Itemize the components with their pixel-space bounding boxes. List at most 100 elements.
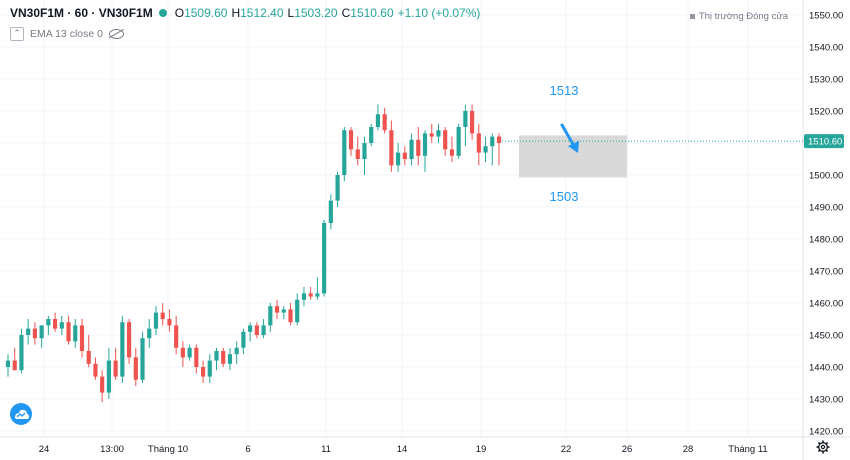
- time-tick-label: Tháng 11: [728, 444, 767, 455]
- last-price-tag: [804, 134, 844, 149]
- candle-body: [160, 312, 165, 319]
- low-label: L: [287, 6, 295, 20]
- candle: [79, 319, 85, 358]
- candle: [274, 299, 280, 319]
- time-tick-label: 26: [622, 444, 633, 455]
- candle-body: [113, 360, 118, 377]
- target-bottom-label: 1503: [550, 189, 579, 204]
- candle-body: [120, 322, 125, 377]
- chevron-icon[interactable]: ⌃: [10, 27, 24, 41]
- indicator-label: EMA 13 close 0: [30, 28, 103, 40]
- market-status: Thị trường Đóng cửa: [690, 11, 788, 22]
- tradingview-logo-icon[interactable]: [10, 403, 32, 425]
- price-tick-label: 1480.00: [809, 235, 843, 246]
- candle-body: [483, 146, 488, 153]
- gear-icon[interactable]: [816, 440, 830, 454]
- candle: [422, 130, 428, 172]
- indicator-legend[interactable]: ⌃ EMA 13 close 0: [10, 27, 124, 41]
- candle: [443, 127, 448, 156]
- candle-body: [402, 152, 407, 159]
- price-tick-label: 1500.00: [809, 171, 843, 182]
- change-value: +1.10 (+0.07%): [397, 6, 481, 20]
- candle-body: [133, 357, 138, 380]
- candle-body: [73, 325, 78, 342]
- candle: [32, 322, 37, 345]
- candle-body: [59, 322, 64, 329]
- candle-body: [322, 223, 327, 294]
- candle: [456, 123, 461, 159]
- candle-body: [227, 354, 233, 364]
- candle: [160, 303, 165, 326]
- time-axis[interactable]: 24 13:00 Tháng 10 6 11 14 19 22 26 28 Tháng 11: [39, 444, 768, 455]
- candle: [234, 341, 239, 364]
- candle: [147, 319, 152, 348]
- candle-body: [52, 319, 58, 329]
- candle: [396, 143, 401, 172]
- candle: [355, 136, 360, 166]
- arrow-shaft: [560, 123, 576, 148]
- candle: [281, 306, 286, 319]
- candle: [402, 146, 407, 166]
- market-status-dot: [158, 9, 167, 17]
- price-tick-label: 1540.00: [809, 43, 843, 54]
- candles: [5, 104, 502, 403]
- candle-body: [39, 325, 44, 339]
- candle-body: [443, 130, 448, 150]
- last-price-label: 1510.60: [808, 137, 842, 148]
- candle: [295, 293, 300, 326]
- candle-body: [207, 360, 212, 377]
- candle-body: [369, 127, 374, 143]
- candle-body: [46, 319, 51, 326]
- candle-body: [456, 127, 461, 156]
- candle-body: [422, 133, 428, 156]
- candle-body: [12, 360, 17, 371]
- symbol-title[interactable]: VN30F1M · 60 · VN30F1M: [10, 6, 153, 20]
- candle-body: [342, 130, 347, 175]
- price-axis[interactable]: 1420.00 1430.00 1440.00 1450.00 1460.00 1470.…: [809, 11, 843, 438]
- candle-body: [106, 360, 111, 393]
- price-tick-label: 1520.00: [809, 107, 843, 118]
- candle: [39, 325, 44, 348]
- down-arrow-icon: [560, 123, 579, 153]
- candle-body: [200, 367, 206, 377]
- candle: [100, 370, 105, 403]
- candle-body: [396, 152, 401, 166]
- price-tick-label: 1490.00: [809, 203, 843, 214]
- candle: [26, 319, 31, 345]
- candle-body: [93, 363, 98, 377]
- candle: [126, 319, 132, 364]
- candle-body: [496, 136, 502, 143]
- candle: [288, 303, 293, 326]
- candle: [382, 107, 387, 134]
- candle-body: [335, 175, 340, 201]
- candle-body: [174, 325, 179, 348]
- candle-body: [194, 347, 199, 367]
- candle: [268, 303, 273, 332]
- candle: [214, 347, 219, 371]
- time-tick-label: 13:00: [100, 444, 124, 455]
- candle: [429, 123, 434, 143]
- candle: [59, 315, 64, 335]
- high-label: H: [231, 6, 241, 20]
- candle: [322, 219, 327, 297]
- candle-body: [436, 130, 441, 137]
- candle: [167, 309, 172, 332]
- candle-body: [5, 360, 11, 367]
- candle-body: [382, 114, 387, 131]
- target-top-label: 1513: [550, 83, 579, 98]
- eye-off-icon[interactable]: [108, 29, 124, 39]
- price-tick-label: 1420.00: [809, 427, 843, 438]
- price-tick-label: 1550.00: [809, 11, 843, 22]
- candle: [113, 347, 118, 380]
- candle: [133, 347, 138, 387]
- candle: [106, 347, 111, 399]
- candle: [483, 136, 488, 163]
- candle-body: [180, 347, 185, 358]
- candle-body: [214, 351, 219, 361]
- candle-body: [409, 139, 414, 159]
- price-tick-label: 1430.00: [809, 395, 843, 406]
- time-tick-label: 6: [245, 444, 250, 455]
- candle-body: [308, 293, 313, 297]
- candle: [248, 322, 253, 342]
